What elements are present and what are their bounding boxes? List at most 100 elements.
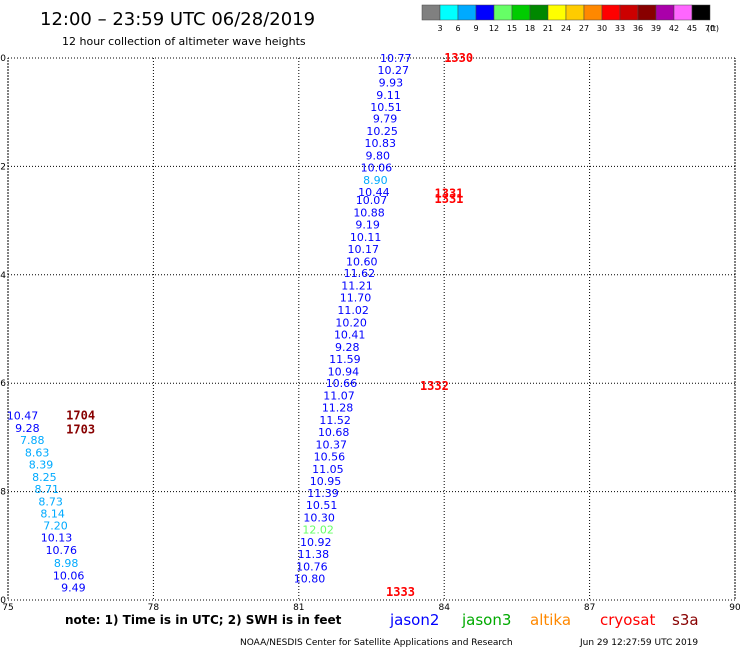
y-tick-label: 0 (0, 54, 6, 64)
data-point-label: 8.98 (54, 557, 79, 570)
data-point-label: 10.37 (316, 438, 348, 451)
data-point-label: 10.25 (366, 125, 398, 138)
y-tick-label: -8 (0, 488, 6, 498)
x-tick-label: 78 (148, 603, 160, 613)
data-point-label: 11.05 (312, 463, 344, 476)
data-point-label: 8.90 (363, 174, 388, 187)
footer-credit: NOAA/NESDIS Center for Satellite Applica… (240, 638, 513, 648)
data-point-label: 10.13 (41, 532, 73, 545)
data-point-label: 7.20 (43, 520, 68, 533)
legend-swatch (529, 4, 549, 21)
data-point-label: 9.93 (379, 76, 404, 89)
data-point-label: 8.63 (25, 447, 50, 460)
y-tick-label: -2 (0, 162, 6, 172)
legend-tick-label: 24 (561, 24, 571, 33)
legend-tick-label: 70 (705, 24, 715, 33)
legend-tick-label: 27 (579, 24, 589, 33)
data-point-label: 9.28 (15, 422, 40, 435)
chart-title: 12:00 – 23:59 UTC 06/28/2019 (40, 9, 315, 30)
plot-grid (7, 57, 736, 601)
footer-note: note: 1) Time is in UTC; 2) SWH is in fe… (65, 613, 342, 627)
legend-swatch (457, 4, 477, 21)
data-point-label: 11.62 (344, 267, 376, 280)
data-point-label: 10.17 (348, 243, 380, 256)
legend-tick-label: 6 (455, 24, 460, 33)
legend-tick-label: 12 (489, 24, 499, 33)
legend-swatch (637, 4, 657, 21)
data-point-label: 11.59 (329, 353, 361, 366)
legend-tick-label: 39 (651, 24, 661, 33)
legend-swatch (511, 4, 531, 21)
y-tick-label: -6 (0, 379, 6, 389)
data-point-label: 9.79 (373, 113, 398, 126)
data-point-label: 10.41 (334, 328, 366, 341)
data-point-label: 10.11 (350, 231, 382, 244)
satellite-name-jason3: jason3 (461, 611, 511, 629)
satellite-name-jason2: jason2 (389, 611, 439, 629)
pass-number-label: 1331 (435, 192, 464, 206)
legend-tick-label: 36 (633, 24, 643, 33)
legend-tick-label: 21 (543, 24, 553, 33)
data-point-label: 11.38 (298, 548, 330, 561)
data-point-label: 7.88 (20, 434, 45, 447)
data-point-label: 10.66 (326, 377, 358, 390)
legend-tick-label: 3 (437, 24, 442, 33)
data-point-label: 11.70 (340, 292, 372, 305)
legend-unit: (ft) (707, 24, 719, 33)
data-point-label: 10.56 (314, 450, 346, 463)
data-point-label: 10.95 (310, 475, 342, 488)
legend-tick-label: 30 (597, 24, 607, 33)
data-point-label: 9.19 (355, 218, 380, 231)
data-point-label: 11.02 (337, 304, 369, 317)
legend-swatch (547, 4, 567, 21)
data-point-label: 12.02 (302, 524, 334, 537)
data-point-label: 11.07 (323, 390, 355, 403)
data-point-label: 10.27 (378, 64, 410, 77)
pass-number-label: 1703 (66, 422, 95, 436)
data-point-label: 10.60 (346, 255, 378, 268)
data-point-label: 10.30 (303, 512, 335, 525)
data-point-label: 8.39 (29, 459, 54, 472)
axis-ticks: 0 -2 -4 -6 -8 -1075 78 81 84 87 90 (0, 54, 740, 613)
satellite-legend: jason2 jason3 altika cryosat s3a (389, 611, 699, 629)
data-point-label: 8.73 (38, 495, 63, 508)
data-point-label: 10.51 (370, 101, 402, 114)
y-tick-label: -4 (0, 271, 6, 281)
legend-swatch (655, 4, 675, 21)
x-tick-label: 87 (584, 603, 595, 613)
x-tick-label: 90 (729, 603, 740, 613)
satellite-name-altika: altika (530, 611, 571, 629)
data-point-label: 11.28 (322, 402, 354, 415)
data-point-label: 10.06 (361, 161, 393, 174)
data-point-label: 10.06 (53, 570, 85, 583)
data-point-label: 10.94 (328, 365, 360, 378)
data-point-label: 8.25 (32, 471, 57, 484)
data-point-label: 10.07 (356, 194, 388, 207)
pass-number-label: 1331 (435, 187, 464, 201)
legend-swatch (421, 4, 441, 21)
legend-swatch (439, 4, 459, 21)
data-point-label: 9.11 (376, 89, 401, 102)
data-point-label: 10.44 (358, 186, 390, 199)
data-point-label: 11.39 (307, 487, 339, 500)
data-point-label: 9.49 (61, 582, 86, 595)
legend-swatch (475, 4, 495, 21)
legend-swatch (583, 4, 603, 21)
x-tick-label: 84 (438, 603, 450, 613)
data-point-label: 10.51 (306, 499, 338, 512)
legend-swatch (691, 4, 711, 21)
data-point-label: 8.71 (35, 483, 60, 496)
pass-number-label: 1704 (66, 409, 95, 423)
data-point-label: 10.76 (296, 560, 328, 573)
legend-tick-label: 42 (669, 24, 679, 33)
legend-tick-label: 9 (473, 24, 478, 33)
data-point-label: 10.80 (294, 572, 326, 585)
footer-timestamp: Jun 29 12:27:59 UTC 2019 (579, 638, 698, 648)
pass-number-label: 1333 (386, 585, 415, 599)
pass-number-label: 1330 (444, 51, 473, 65)
data-point-label: 10.88 (353, 206, 385, 219)
data-point-label: 10.83 (364, 137, 396, 150)
data-point-label: 10.20 (335, 316, 367, 329)
